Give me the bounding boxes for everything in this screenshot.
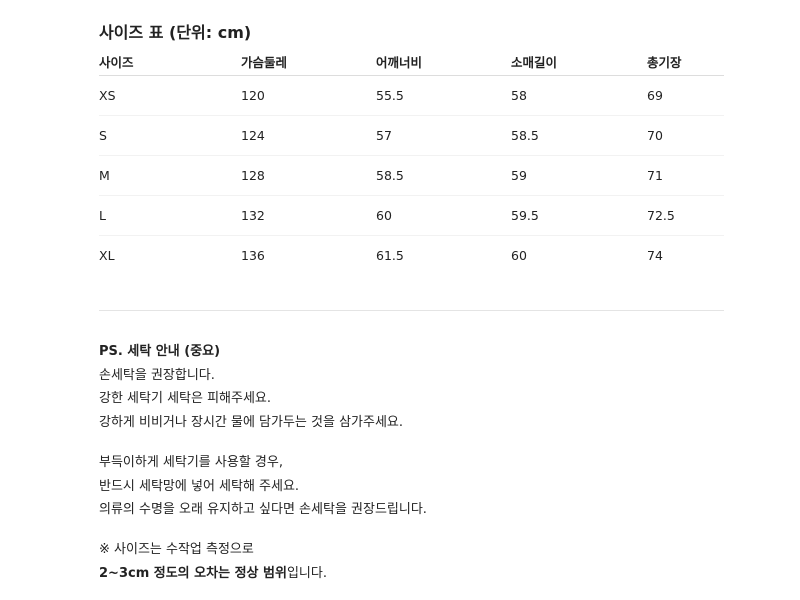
cell-size: S [99,115,241,156]
note-line: 의류의 수명을 오래 유지하고 싶다면 손세탁을 권장드립니다. [99,502,427,518]
page-title: 사이즈 표 (단위: cm) [99,23,252,42]
cell-chest: 128 [241,155,376,196]
cell-shoulder: 55.5 [376,75,511,116]
table-row: S 124 57 58.5 70 [99,115,724,156]
note-line: 강한 세탁기 세탁은 피해주세요. [99,391,272,407]
cell-length: 70 [647,115,724,156]
header-shoulder: 어깨너비 [376,47,511,76]
cell-size: XL [99,248,115,263]
size-note: ※ 사이즈는 수작업 측정으로 [99,541,254,557]
table-row: L 132 60 59.5 72.5 [99,195,724,236]
tolerance-end: 입니다. [286,565,327,581]
cell-length: 74 [647,248,663,263]
header-chest: 가슴둘레 [241,47,376,76]
header-sleeve: 소매길이 [511,47,647,76]
cell-shoulder: 58.5 [376,155,511,196]
header-length: 총기장 [647,47,724,76]
divider [99,310,724,311]
cell-chest: 124 [241,115,376,156]
cell-shoulder: 60 [376,195,511,236]
cell-shoulder: 61.5 [376,248,404,263]
note-line: 부득이하게 세탁기를 사용할 경우, [99,454,283,470]
note-line: 손세탁을 권장합니다. [99,367,215,383]
care-notes: PS. 세탁 안내 (중요) 손세탁을 권장합니다. 강한 세탁기 세탁은 피해… [99,340,427,585]
notes-heading: PS. 세탁 안내 (중요) [99,344,221,359]
header-size: 사이즈 [99,47,241,76]
note-line: 강하게 비비거나 장시간 물에 담가두는 것을 삼가주세요. [99,415,404,431]
cell-sleeve: 58.5 [511,115,647,156]
table-row: XS 120 55.5 58 69 [99,75,724,116]
cell-size: XS [99,75,241,116]
table-row: XL 136 61.5 60 74 [99,236,724,276]
table-header: 사이즈 가슴둘레 어깨너비 소매길이 총기장 [99,47,724,76]
cell-chest: 132 [241,195,376,236]
size-note-tolerance: 2~3cm 정도의 오차는 정상 범위입니다. [99,562,427,586]
cell-chest: 136 [241,248,265,263]
cell-length: 69 [647,75,724,116]
note-line: 반드시 세탁망에 넣어 세탁해 주세요. [99,478,300,494]
cell-length: 72.5 [647,195,724,236]
cell-size: L [99,195,241,236]
cell-sleeve: 58 [511,75,647,116]
cell-sleeve: 60 [511,248,527,263]
size-table: 사이즈 가슴둘레 어깨너비 소매길이 총기장 XS 120 55.5 58 69 S 124… [99,47,724,275]
cell-length: 71 [647,155,724,196]
cell-sleeve: 59.5 [511,195,647,236]
cell-chest: 120 [241,75,376,116]
tolerance-bold: 2~3cm 정도의 오차는 정상 범위 [99,565,287,581]
cell-shoulder: 57 [376,115,511,156]
cell-sleeve: 59 [511,155,647,196]
cell-size: M [99,155,241,196]
table-row: M 128 58.5 59 71 [99,155,724,196]
